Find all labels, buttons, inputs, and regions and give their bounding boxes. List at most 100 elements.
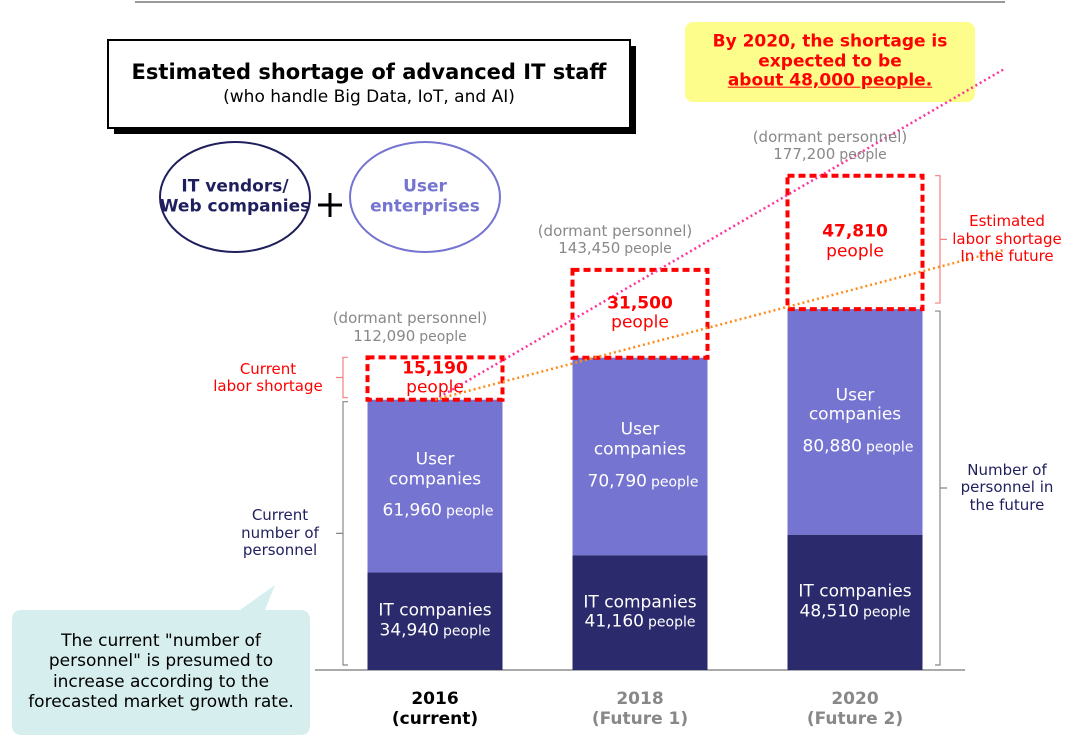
- annotation-line: labor shortage: [952, 229, 1062, 248]
- bar-segment: [367, 399, 503, 573]
- bar-segment: [367, 572, 503, 670]
- segment-label: User companies 70,790 people: [588, 420, 699, 492]
- annotation: Estimated labor shortage In the future: [952, 212, 1062, 266]
- annotation-line: Number of: [967, 461, 1047, 480]
- unit: people: [648, 614, 696, 631]
- segment-label: User companies 61,960 people: [382, 449, 494, 522]
- category-note: (Future 1): [591, 708, 689, 729]
- bracket: [935, 310, 947, 666]
- bar-segment: [785, 173, 925, 312]
- shortage-label: 15,190 people: [402, 358, 468, 398]
- value: 48,510: [799, 601, 859, 622]
- group-ellipse: [159, 141, 311, 253]
- annotation-line: the future: [969, 495, 1045, 514]
- x-tick-label: 2016 (current): [391, 689, 479, 729]
- unit: people: [419, 328, 467, 345]
- callout-line: By 2020, the shortage is: [712, 31, 948, 52]
- title: Estimated shortage of advanced IT staff: [131, 60, 607, 84]
- bar-segment: [787, 309, 923, 535]
- value: 41,160: [584, 611, 644, 632]
- series-name: User companies: [808, 385, 902, 426]
- category: 2020: [831, 689, 879, 709]
- series-name: User companies: [388, 449, 482, 490]
- x-tick-label: 2018 (Future 1): [591, 689, 689, 729]
- series-name: IT companies: [583, 592, 697, 613]
- note-line: forecasted market growth rate.: [28, 692, 294, 713]
- annotation: Current labor shortage: [213, 359, 323, 395]
- annotation-line: Estimated: [969, 212, 1045, 231]
- value: 80,880: [802, 436, 862, 457]
- dormant-title: (dormant personnel): [332, 309, 488, 328]
- category: 2018: [616, 689, 664, 709]
- dormant-label: (dormant personnel) 143,450 people: [538, 222, 693, 258]
- annotation-line: labor shortage: [213, 376, 323, 395]
- callout-line: expected to be: [758, 51, 902, 72]
- shortage-label: 31,500 people: [607, 294, 673, 333]
- plus-sign: [318, 193, 342, 217]
- note-line: personnel" is presumed to: [48, 651, 274, 672]
- value: 61,960: [382, 500, 442, 521]
- note-line: The current "number of: [61, 631, 261, 652]
- unit: people: [863, 604, 911, 621]
- series-name: IT companies: [378, 600, 492, 621]
- trend-line: [434, 248, 1006, 401]
- segment-value: 70,790 people: [588, 471, 699, 492]
- callout: By 2020, the shortage is expected to be ab…: [712, 31, 948, 92]
- bar-segment: [787, 534, 923, 670]
- annotation-line: personnel: [242, 540, 318, 559]
- segment-label: IT companies 41,160 people: [575, 592, 705, 633]
- shortage-unit: people: [611, 312, 669, 333]
- segment-value: 34,940 people: [370, 620, 500, 641]
- annotation-line: In the future: [960, 247, 1054, 265]
- group-label-line: Web companies: [159, 196, 311, 216]
- callout-line: about 48,000 people.: [727, 70, 933, 91]
- note-box: [12, 585, 310, 735]
- bracket: [336, 356, 348, 399]
- note-line: increase according to the: [52, 672, 270, 692]
- bracket: [336, 401, 348, 666]
- group-label-line: enterprises: [370, 196, 480, 216]
- series-name: IT companies: [798, 581, 912, 602]
- dormant-title: (dormant personnel): [752, 127, 908, 146]
- value: 143,450: [558, 238, 621, 257]
- annotation: Current number of personnel: [241, 507, 319, 559]
- subtitle: (who handle Big Data, IoT, and AI): [223, 87, 515, 107]
- segment-label: IT companies 34,940 people: [370, 600, 500, 641]
- unit: people: [443, 623, 491, 640]
- annotation-line: Current: [251, 506, 309, 525]
- group-ellipse: [349, 141, 501, 253]
- callout-box: [685, 22, 975, 102]
- title-box: [107, 39, 631, 129]
- value: 34,940: [379, 620, 439, 641]
- segment-label: IT companies 48,510 people: [790, 581, 920, 622]
- shortage-label: 47,810 people: [822, 221, 888, 262]
- group-label: User enterprises: [370, 177, 480, 216]
- category: 2016: [411, 689, 459, 709]
- dormant-total: 112,090 people: [333, 327, 488, 345]
- group-label: IT vendors/Web companies: [160, 177, 310, 216]
- series-name: User companies: [593, 420, 687, 460]
- unit: people: [445, 503, 494, 520]
- unit: people: [839, 146, 887, 163]
- dormant-label: (dormant personnel) 112,090 people: [332, 309, 488, 345]
- annotation-line: Current: [239, 359, 297, 378]
- unit: people: [624, 240, 672, 257]
- segment-value: 48,510 people: [790, 602, 920, 622]
- shortage-unit: people: [826, 241, 884, 262]
- category-note: (current): [391, 708, 479, 729]
- category-note: (Future 2): [806, 708, 904, 729]
- bar-segment: [570, 267, 710, 360]
- segment-label: User companies 80,880 people: [802, 385, 914, 458]
- annotation-line: personnel in: [960, 478, 1054, 497]
- x-tick-label: 2020 (Future 2): [806, 689, 904, 729]
- note: The current "number of personnel" is pres…: [28, 631, 294, 713]
- unit: people: [865, 439, 914, 456]
- shortage-value: 31,500: [607, 293, 673, 314]
- shortage-value: 47,810: [822, 221, 888, 242]
- unit: people: [650, 474, 699, 491]
- segment-value: 41,160 people: [575, 611, 705, 633]
- segment-value: 80,880 people: [802, 436, 914, 458]
- dormant-label: (dormant personnel) 177,200 people: [753, 128, 908, 163]
